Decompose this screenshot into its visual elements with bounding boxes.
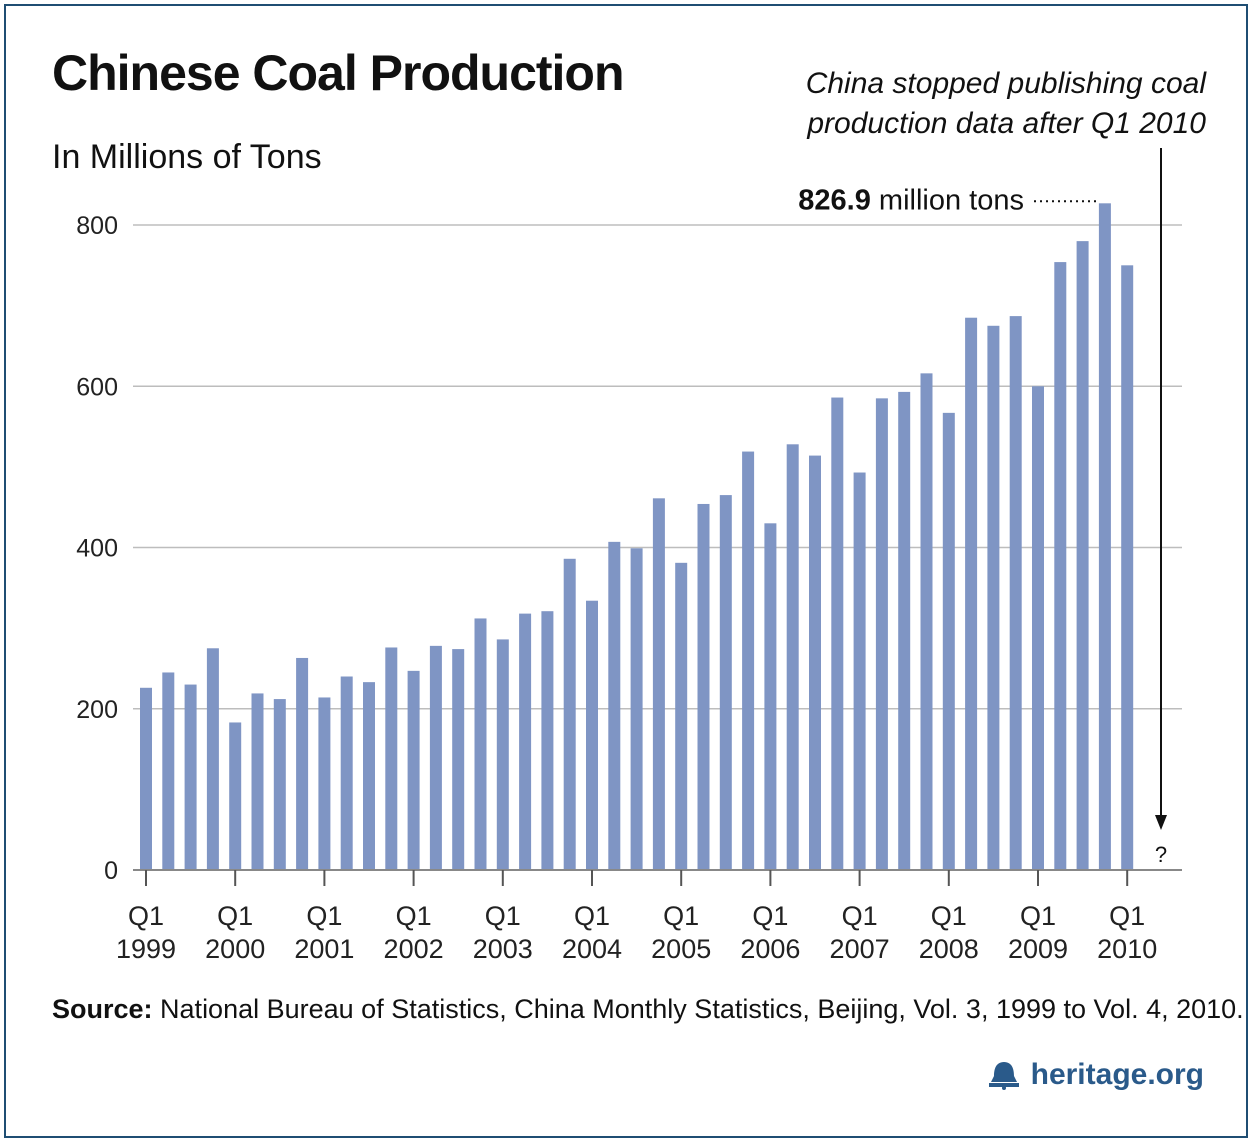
source-text: National Bureau of Statistics, China Mon…: [160, 994, 1244, 1024]
bar-2004-Q1: [586, 600, 598, 870]
bar-2005-Q4: [742, 451, 755, 870]
x-tick-quarter: Q1: [396, 901, 432, 931]
x-tick-year: 2000: [205, 934, 265, 964]
brand: heritage.org: [987, 1058, 1204, 1092]
annotation-note-line1: China stopped publishing coal: [805, 67, 1206, 100]
stop-arrow-head: [1155, 815, 1167, 830]
bar-2003-Q3: [541, 611, 554, 870]
bar-2001-Q1: [318, 697, 331, 870]
bar-2009-Q4: [1098, 203, 1111, 870]
y-tick-label: 400: [76, 535, 118, 563]
bar-1999-Q3: [184, 684, 197, 870]
bar-2004-Q4: [652, 498, 665, 870]
bar-2001-Q2: [340, 676, 353, 870]
annotation-note: China stopped publishing coal production…: [686, 64, 1206, 144]
peak-label: 826.9 million tons: [798, 184, 1024, 216]
y-tick-label: 0: [104, 857, 118, 885]
bar-2001-Q4: [385, 647, 398, 870]
x-tick-quarter: Q1: [574, 901, 610, 931]
x-tick-quarter: Q1: [931, 901, 967, 931]
x-tick-quarter: Q1: [306, 901, 342, 931]
annotation-note-line2: production data after Q1 2010: [807, 107, 1206, 140]
bar-2003-Q2: [519, 613, 532, 870]
bar-2006-Q4: [831, 397, 844, 870]
bar-2005-Q2: [697, 503, 710, 870]
x-tick-year: 2010: [1097, 934, 1157, 964]
x-tick-year: 2003: [473, 934, 533, 964]
chart-subtitle: In Millions of Tons: [52, 138, 322, 176]
bar-2000-Q2: [251, 693, 264, 870]
source-line: Source: National Bureau of Statistics, C…: [52, 994, 1244, 1025]
bar-1999-Q1: [140, 687, 152, 870]
bar-2006-Q3: [809, 455, 821, 870]
chart-title: Chinese Coal Production: [52, 45, 625, 101]
bar-2008-Q2: [965, 317, 978, 870]
bar-2007-Q3: [898, 391, 911, 870]
y-tick-label: 200: [76, 696, 118, 724]
x-tick-year: 2005: [651, 934, 711, 964]
bar-2000-Q1: [229, 722, 242, 870]
y-tick-label: 800: [76, 212, 118, 240]
bar-2001-Q3: [363, 682, 375, 870]
y-tick-label: 600: [76, 373, 118, 401]
chart-frame: [4, 4, 1248, 1138]
bar-2006-Q2: [786, 444, 799, 870]
question-mark: ?: [1155, 842, 1167, 867]
bar-2006-Q1: [764, 523, 777, 870]
x-tick-year: 2008: [919, 934, 979, 964]
bar-2007-Q2: [875, 398, 888, 870]
x-tick-quarter: Q1: [485, 901, 521, 931]
x-tick-quarter: Q1: [752, 901, 788, 931]
bar-2002-Q1: [407, 670, 420, 870]
bar-2007-Q4: [920, 373, 933, 870]
bar-2000-Q4: [296, 657, 309, 870]
x-tick-quarter: Q1: [1109, 901, 1145, 931]
bar-1999-Q4: [206, 648, 219, 870]
bar-2009-Q3: [1076, 241, 1089, 870]
bar-2000-Q3: [273, 699, 286, 870]
x-tick-quarter: Q1: [842, 901, 878, 931]
x-tick-year: 2004: [562, 934, 622, 964]
x-tick-year: 2009: [1008, 934, 1068, 964]
bar-2008-Q3: [987, 325, 1000, 870]
bar-2004-Q3: [630, 548, 643, 870]
x-tick-year: 2002: [384, 934, 444, 964]
bar-2003-Q4: [563, 558, 576, 870]
bar-2009-Q2: [1054, 262, 1067, 870]
x-tick-quarter: Q1: [663, 901, 699, 931]
x-tick-quarter: Q1: [217, 901, 253, 931]
bar-2007-Q1: [853, 472, 866, 870]
bell-icon: [988, 1062, 1019, 1090]
bar-2005-Q3: [719, 495, 732, 870]
bar-2009-Q1: [1032, 386, 1044, 870]
x-tick-year: 2001: [294, 934, 354, 964]
x-tick-quarter: Q1: [128, 901, 164, 931]
bar-2008-Q4: [1009, 316, 1022, 870]
bar-2010-Q1: [1121, 265, 1134, 870]
bar-1999-Q2: [162, 672, 175, 870]
bar-2003-Q1: [496, 639, 509, 870]
brand-text: heritage.org: [1030, 1058, 1204, 1091]
x-tick-year: 1999: [116, 934, 176, 964]
bar-2002-Q2: [429, 645, 442, 870]
bar-2004-Q2: [608, 541, 621, 870]
bar-2005-Q1: [675, 562, 688, 870]
bar-2002-Q3: [452, 649, 465, 870]
x-tick-year: 2006: [740, 934, 800, 964]
bar-2008-Q1: [942, 412, 955, 870]
source-label: Source:: [52, 994, 153, 1024]
bar-2002-Q4: [474, 618, 487, 870]
x-tick-year: 2007: [830, 934, 890, 964]
x-tick-quarter: Q1: [1020, 901, 1056, 931]
